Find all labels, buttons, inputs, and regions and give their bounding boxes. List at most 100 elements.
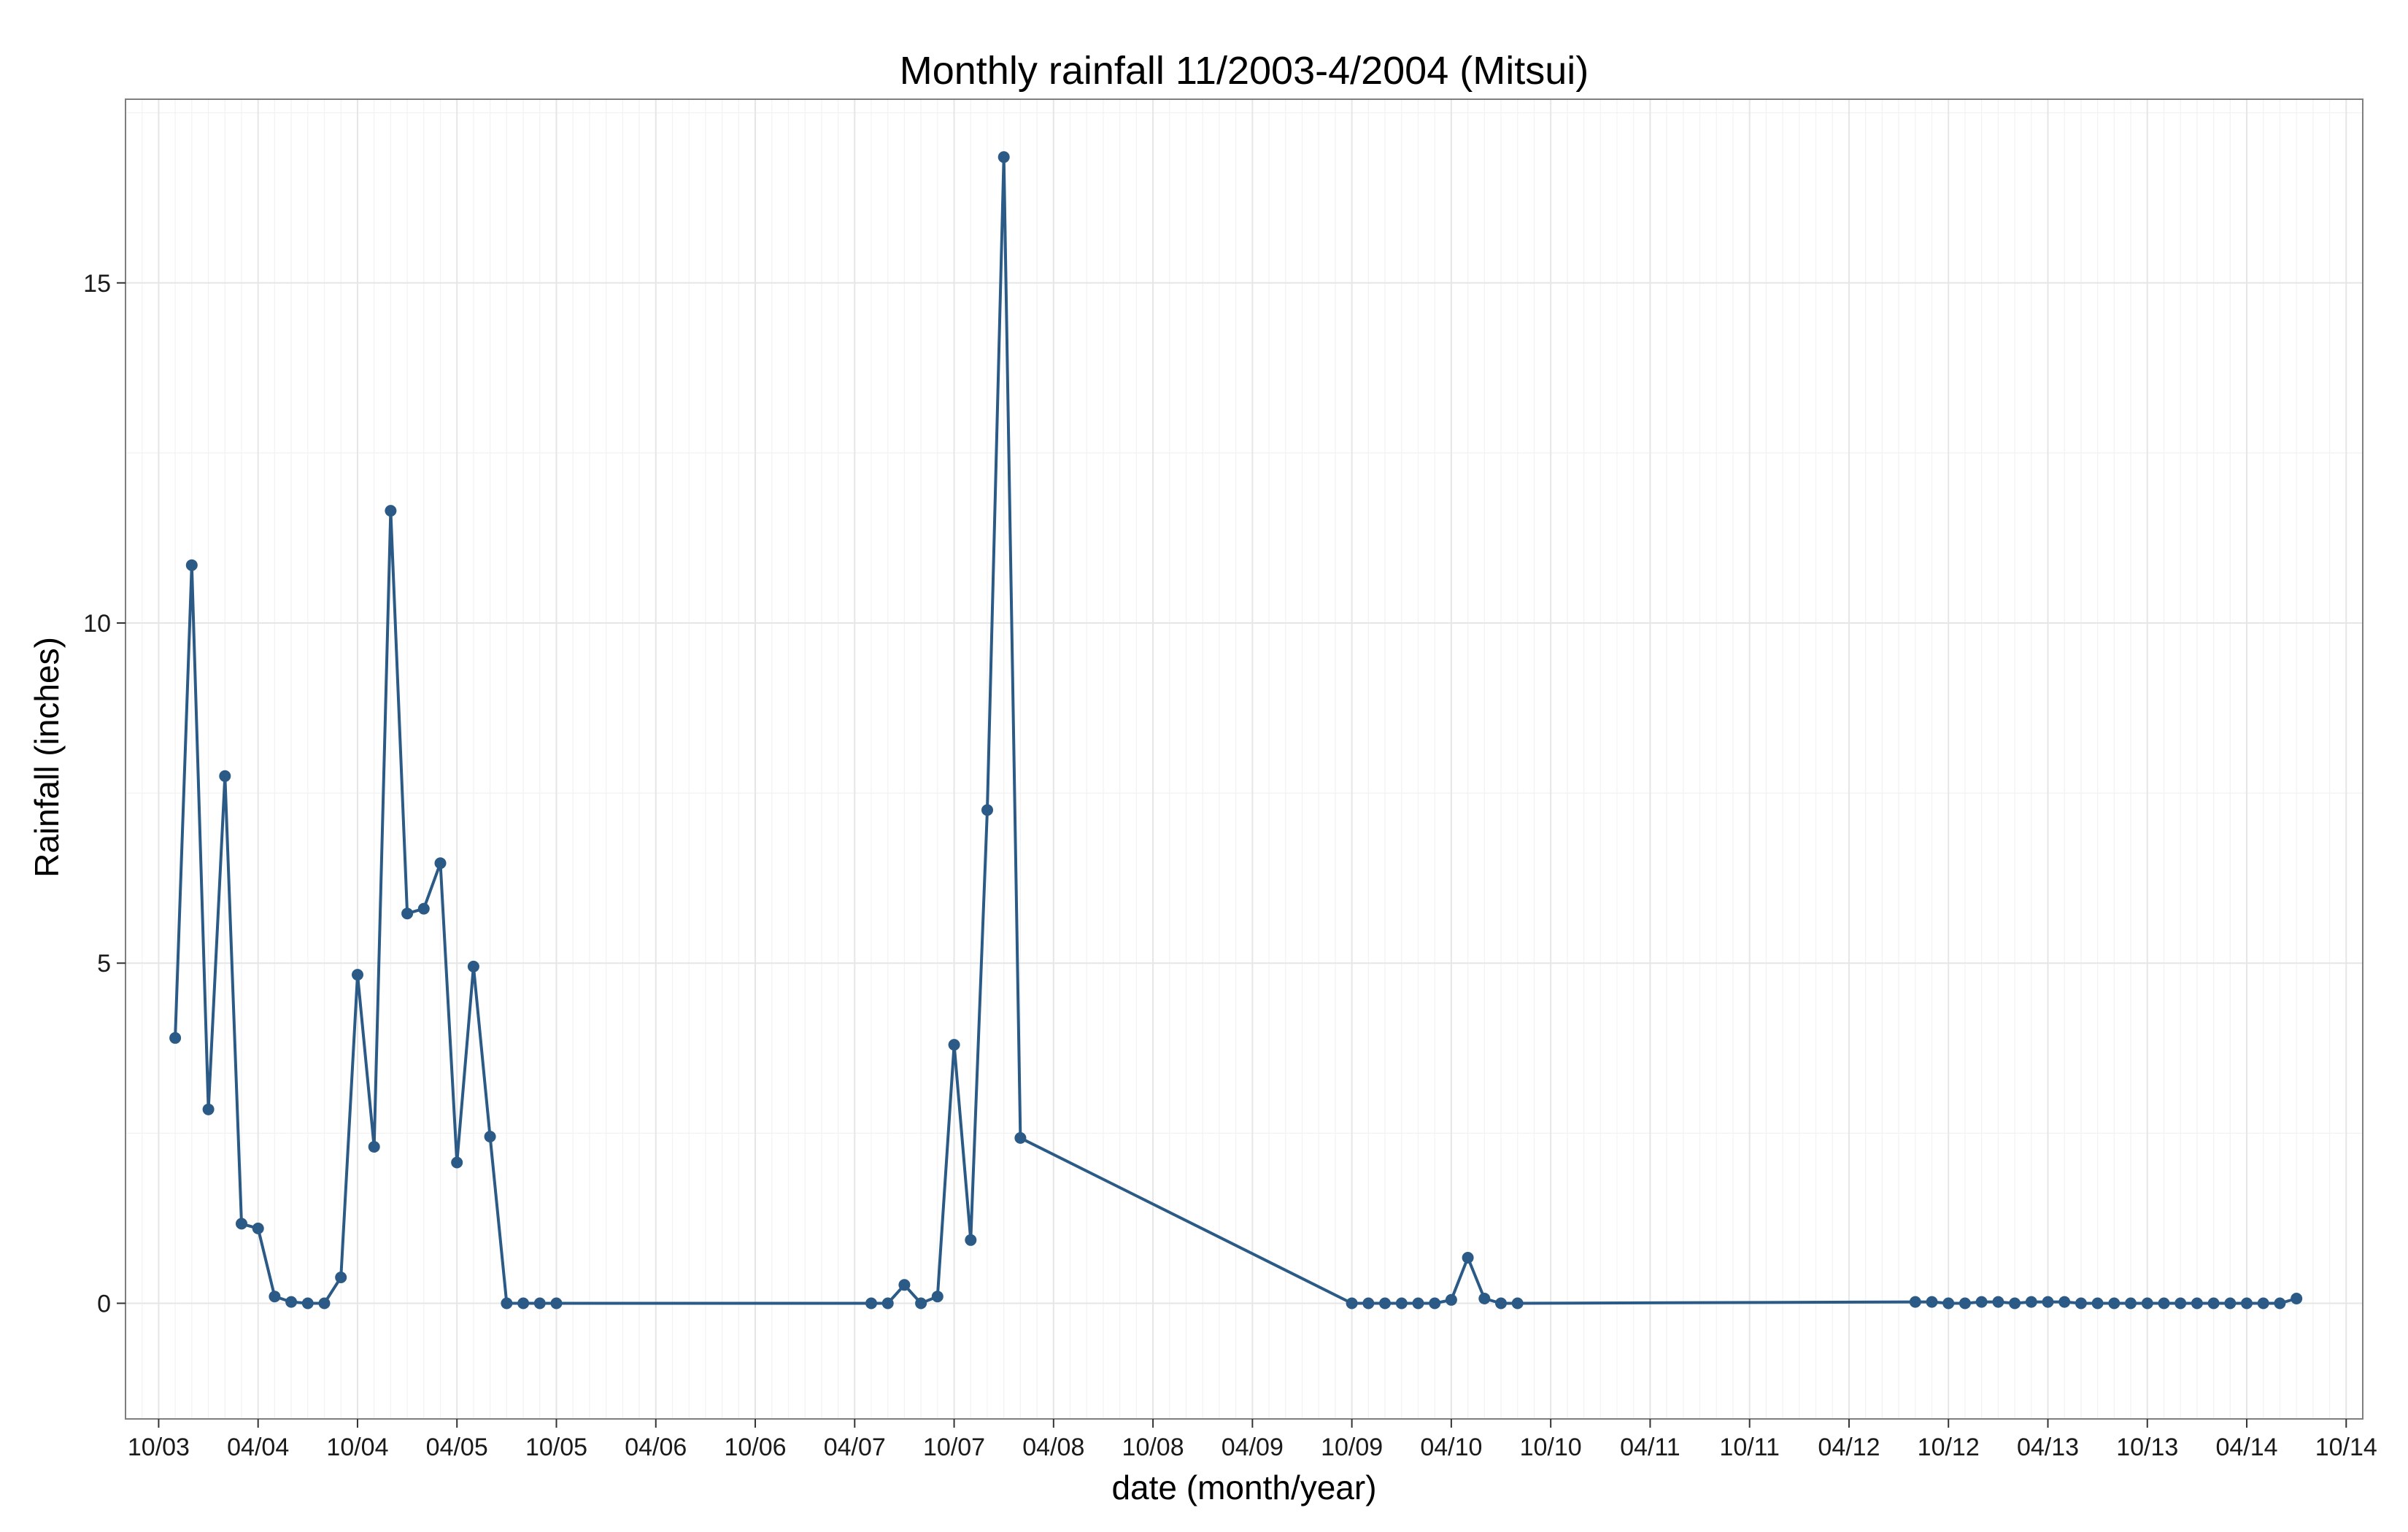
data-point xyxy=(2108,1297,2120,1309)
data-point xyxy=(997,151,1010,163)
x-tick-label: 04/13 xyxy=(2017,1434,2079,1461)
data-point xyxy=(981,804,993,816)
x-tick-label: 10/07 xyxy=(923,1434,985,1461)
data-point xyxy=(1462,1252,1474,1264)
data-point xyxy=(236,1218,247,1230)
data-point xyxy=(898,1279,911,1291)
data-point xyxy=(385,505,397,517)
data-point xyxy=(451,1156,463,1169)
data-point xyxy=(169,1032,182,1044)
x-tick-label: 10/13 xyxy=(2116,1434,2178,1461)
data-point xyxy=(352,969,363,981)
x-tick-label: 04/07 xyxy=(824,1434,886,1461)
data-point xyxy=(219,770,231,782)
data-point xyxy=(501,1297,513,1309)
data-point xyxy=(2224,1297,2237,1309)
x-tick-label: 10/12 xyxy=(1918,1434,1980,1461)
data-point xyxy=(550,1297,563,1309)
data-point xyxy=(2274,1297,2286,1309)
data-point xyxy=(2009,1297,2021,1309)
y-axis-title: Rainfall (inches) xyxy=(28,637,66,878)
data-point xyxy=(1926,1296,1938,1308)
data-point xyxy=(2075,1297,2087,1309)
data-point xyxy=(401,908,414,920)
data-point xyxy=(2042,1296,2054,1308)
x-tick-label: 04/14 xyxy=(2215,1434,2277,1461)
data-point xyxy=(1478,1293,1491,1304)
data-point xyxy=(1495,1297,1507,1309)
data-point xyxy=(269,1291,281,1303)
data-point xyxy=(185,559,198,571)
data-point xyxy=(1959,1297,1971,1309)
data-point xyxy=(965,1234,977,1246)
y-tick-label: 0 xyxy=(97,1290,111,1318)
data-point xyxy=(202,1103,215,1115)
series-layer xyxy=(169,151,2303,1309)
data-point xyxy=(533,1297,546,1309)
grid xyxy=(125,99,2363,1419)
data-point xyxy=(2291,1293,2303,1304)
data-point xyxy=(301,1297,314,1309)
x-tick-label: 04/05 xyxy=(426,1434,488,1461)
data-point xyxy=(2207,1297,2220,1309)
x-tick-label: 10/14 xyxy=(2315,1434,2377,1461)
data-point xyxy=(1975,1296,1988,1308)
data-point xyxy=(1014,1131,1027,1144)
x-tick-label: 10/09 xyxy=(1321,1434,1383,1461)
x-tick-label: 04/08 xyxy=(1022,1434,1084,1461)
data-point xyxy=(1942,1297,1955,1309)
data-point xyxy=(2141,1297,2153,1309)
data-point xyxy=(1395,1297,1408,1309)
data-point xyxy=(931,1291,943,1303)
data-point xyxy=(915,1297,927,1309)
x-tick-label: 04/12 xyxy=(1818,1434,1880,1461)
data-point xyxy=(1346,1297,1358,1309)
plot-panel xyxy=(125,98,2363,1420)
data-point xyxy=(2058,1296,2071,1308)
x-tick-label: 10/05 xyxy=(525,1434,587,1461)
data-point xyxy=(1379,1297,1391,1309)
data-point xyxy=(335,1272,347,1283)
data-point xyxy=(517,1297,530,1309)
x-axis-title: date (month/year) xyxy=(1111,1469,1376,1506)
data-point xyxy=(368,1141,380,1153)
y-tick-label: 10 xyxy=(83,610,111,638)
x-tick-label: 10/04 xyxy=(326,1434,388,1461)
data-point xyxy=(948,1039,960,1051)
x-tick-label: 04/06 xyxy=(625,1434,687,1461)
x-tick-label: 04/04 xyxy=(227,1434,289,1461)
x-tick-label: 10/08 xyxy=(1122,1434,1184,1461)
x-tick-label: 10/10 xyxy=(1520,1434,1582,1461)
data-point xyxy=(1511,1297,1524,1309)
x-tick-label: 10/03 xyxy=(128,1434,190,1461)
x-tick-label: 10/11 xyxy=(1719,1434,1780,1461)
data-point xyxy=(2125,1297,2137,1309)
y-tick-label: 5 xyxy=(97,950,111,978)
x-tick-label: 04/10 xyxy=(1420,1434,1482,1461)
data-point xyxy=(1909,1296,1921,1308)
data-point xyxy=(1445,1293,1457,1306)
data-point xyxy=(285,1296,298,1308)
x-tick-label: 04/11 xyxy=(1620,1434,1680,1461)
data-point xyxy=(1412,1297,1424,1309)
y-tick-label: 15 xyxy=(83,270,111,298)
data-point xyxy=(1362,1297,1375,1309)
x-tick-label: 10/06 xyxy=(724,1434,786,1461)
data-point xyxy=(467,960,479,972)
data-point xyxy=(2091,1297,2104,1309)
data-point xyxy=(252,1222,264,1234)
data-point xyxy=(2241,1297,2253,1309)
x-tick-label: 04/09 xyxy=(1222,1434,1284,1461)
data-point xyxy=(2191,1297,2203,1309)
data-point xyxy=(2025,1296,2037,1308)
data-point xyxy=(2257,1297,2269,1309)
data-point xyxy=(1992,1296,2004,1308)
data-point xyxy=(2158,1297,2170,1309)
axes: 10/03 04/04 10/04 04/05 10/05 04/06 10/06 04/07… xyxy=(83,270,2377,1461)
data-point xyxy=(2174,1297,2187,1309)
chart-title: Monthly rainfall 11/2003-4/2004 (Mitsui) xyxy=(900,49,1589,93)
data-point xyxy=(484,1131,496,1142)
data-point xyxy=(1429,1297,1441,1309)
data-point xyxy=(881,1297,894,1309)
